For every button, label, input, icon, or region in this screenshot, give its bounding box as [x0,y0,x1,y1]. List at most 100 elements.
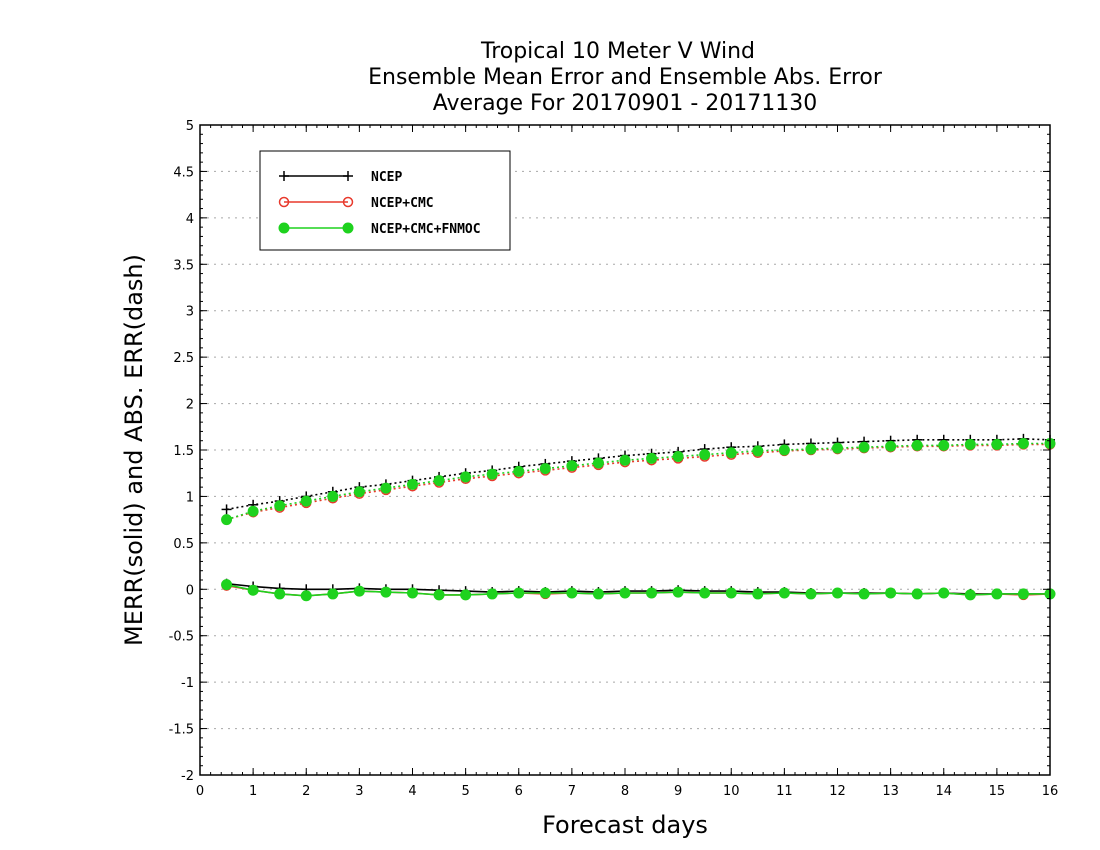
abs-err-point [1017,438,1029,449]
legend-label: NCEP+CMC+FNMOC [371,222,481,237]
abs-err-point [646,452,658,464]
abs-err-point [247,505,259,517]
merr-point [805,588,817,600]
series-ncep-cmc-fnmoc [221,438,1056,602]
legend-marker [343,171,353,181]
legend-marker [278,222,290,234]
x-tick-label: 3 [355,784,363,799]
merr-point [964,589,976,601]
y-tick-label: 2.5 [173,351,194,366]
abs-err-point [938,439,950,451]
merr-point [885,587,897,599]
y-tick-label: 0 [186,583,194,598]
legend-marker [342,196,354,208]
y-tick-label: -1.5 [169,723,194,738]
abs-err-point [513,465,525,477]
y-tick-label: 3 [186,305,194,320]
abs-err-point [539,463,551,475]
y-axis-title: MERR(solid) and ABS. ERR(dash) [120,254,148,646]
abs-err-point [672,451,684,462]
x-tick-label: 9 [674,784,682,799]
y-tick-label: -2 [181,769,194,784]
merr-point [407,587,418,599]
abs-err-point [592,457,604,469]
abs-err-point [778,444,790,456]
merr-point [433,589,445,601]
title-line-1: Tropical 10 Meter V Wind [480,39,755,64]
legend-items: NCEP NCEP+CMC NCEP+CMC+FNMOC [278,170,481,237]
abs-err-point [327,490,339,502]
legend-marker [278,196,290,208]
legend-entry: NCEP+CMC+FNMOC [278,222,481,237]
y-tick-label: 1.5 [173,444,194,459]
abs-err-point [221,504,232,515]
legend: NCEP NCEP+CMC NCEP+CMC+FNMOC [259,150,511,251]
title-line-2: Ensemble Mean Error and Ensemble Abs. Er… [368,65,883,90]
merr-line [226,583,1050,597]
merr-point [327,588,339,600]
x-tick-label: 15 [989,784,1006,799]
abs-err-point [274,500,286,512]
merr-point [699,587,711,599]
y-tick-label: 2 [186,398,194,413]
x-tick-label: 14 [935,784,952,799]
x-tick-label: 13 [882,784,899,799]
merr-point [513,587,525,599]
y-tick-label: 3.5 [173,258,194,273]
merr-point [725,587,737,599]
merr-point [938,587,950,599]
x-tick-label: 10 [723,784,740,799]
abs-err-line [226,443,1050,521]
merr-point [247,584,259,596]
abs-err-point [407,478,418,490]
x-tick-label: 12 [829,784,846,799]
abs-err-point [619,454,631,466]
abs-err-point [380,482,392,494]
y-tick-label: -0.5 [169,630,194,645]
merr-point [672,586,684,598]
merr-point [619,587,631,599]
y-tick-label: 4 [186,212,194,227]
abs-err-point [725,447,737,459]
legend-label: NCEP+CMC [371,196,434,211]
merr-point [221,579,233,591]
abs-err-point [353,486,365,498]
title-line-3: Average For 20170901 - 20171130 [433,91,818,116]
abs-err-point [300,495,312,507]
legend-box [259,150,511,251]
abs-err-point [858,441,870,453]
axis-ticks [199,124,1051,776]
y-tick-label: 0.5 [173,537,194,552]
abs-err-point [566,460,578,472]
x-tick-label: 16 [1042,784,1059,799]
grid-lines [200,170,1050,730]
abs-err-point [433,475,445,487]
merr-point [300,590,312,602]
y-tick-label: 4.5 [173,165,194,180]
x-tick-label: 11 [776,784,793,799]
y-tick-label: 1 [186,490,194,505]
x-tick-label: 8 [621,784,629,799]
abs-err-point [460,471,472,483]
legend-marker [342,222,354,234]
merr-point [1017,588,1029,600]
y-tick-labels: -2 -1.5 -1 -0.5 0 0.5 1 1.5 2 2.5 3 3.5 4 4.5 5 [169,119,194,784]
abs-err-point [991,438,1003,450]
abs-err-point [964,438,976,450]
x-tick-label: 7 [568,784,576,799]
abs-err-point [832,442,843,454]
merr-point [274,588,286,600]
x-tick-labels: 0 1 2 3 4 5 6 7 8 9 10 11 12 13 14 15 16 [196,784,1058,799]
merr-point [380,586,392,598]
merr-point [539,587,551,599]
merr-point [353,585,365,597]
series-ncep-cmc [221,439,1056,602]
merr-point [592,588,604,600]
abs-err-point [911,439,923,451]
abs-err-point [885,440,897,452]
legend-entry: NCEP+CMC [278,196,434,211]
x-axis-title: Forecast days [542,811,708,839]
y-tick-label: 5 [186,119,194,134]
legend-label: NCEP [371,170,402,185]
